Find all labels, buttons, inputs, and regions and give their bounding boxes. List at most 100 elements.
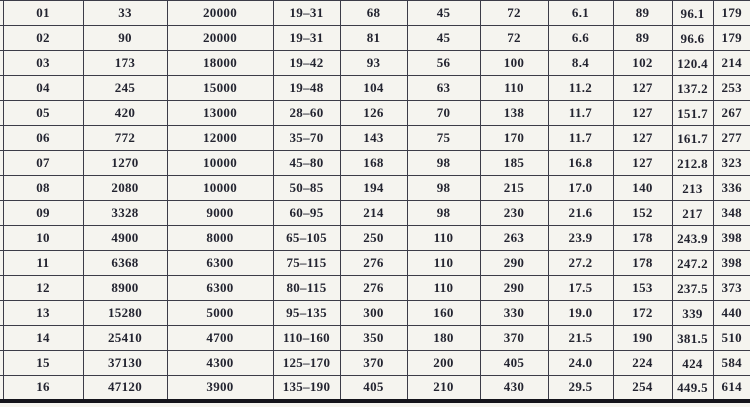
table-cell: 330 bbox=[479, 300, 549, 326]
table-cell: 350 bbox=[339, 325, 408, 351]
table-cell: 381.5 bbox=[671, 325, 714, 351]
table-cell: 510 bbox=[712, 325, 750, 351]
table-cell: 72 bbox=[479, 0, 549, 26]
table-cell: 143 bbox=[339, 125, 408, 151]
table-cell: 168 bbox=[339, 150, 408, 176]
table-cell: 430 bbox=[479, 375, 549, 401]
table-cell: 19–31 bbox=[272, 25, 341, 51]
table-cell: 6300 bbox=[166, 275, 274, 301]
table-cell: 06 bbox=[2, 125, 84, 151]
table-cell: 398 bbox=[712, 225, 750, 251]
table-cell: 217 bbox=[671, 200, 714, 226]
table-cell: 127 bbox=[612, 75, 673, 101]
table-cell: 6.1 bbox=[547, 0, 614, 26]
table-cell: 614 bbox=[712, 375, 750, 401]
table-cell: 08 bbox=[2, 175, 84, 201]
table-cell: 449.5 bbox=[671, 375, 714, 401]
table-cell: 15000 bbox=[166, 75, 274, 101]
table-cell: 194 bbox=[339, 175, 408, 201]
table-cell: 98 bbox=[406, 150, 481, 176]
table-cell: 126 bbox=[339, 100, 408, 126]
table-cell: 63 bbox=[406, 75, 481, 101]
table-cell: 11.7 bbox=[547, 100, 614, 126]
table-cell: 151.7 bbox=[671, 100, 714, 126]
table-cell: 214 bbox=[712, 50, 750, 76]
table-cell: 405 bbox=[339, 375, 408, 401]
table-cell: 212.8 bbox=[671, 150, 714, 176]
table-cell: 65–105 bbox=[272, 225, 341, 251]
table-cell: 11.2 bbox=[547, 75, 614, 101]
table-cell: 19–48 bbox=[272, 75, 341, 101]
table-cell: 104 bbox=[339, 75, 408, 101]
table-cell: 276 bbox=[339, 250, 408, 276]
table-cell: 21.6 bbox=[547, 200, 614, 226]
table-cell: 23.9 bbox=[547, 225, 614, 251]
table-cell: 120.4 bbox=[671, 50, 714, 76]
table-cell: 153 bbox=[612, 275, 673, 301]
table-cell: 27.2 bbox=[547, 250, 614, 276]
table-cell: 339 bbox=[671, 300, 714, 326]
table-cell: 100 bbox=[479, 50, 549, 76]
table-cell: 6.6 bbox=[547, 25, 614, 51]
table-cell: 214 bbox=[339, 200, 408, 226]
table-cell: 07 bbox=[2, 150, 84, 176]
table-cell: 173 bbox=[82, 50, 168, 76]
table-cell: 21.5 bbox=[547, 325, 614, 351]
table-row: 05 420 13000 28–60 126 70 138 11.7 127 151.7 267 bbox=[0, 100, 750, 126]
table-cell: 405 bbox=[479, 350, 549, 376]
table-cell: 16.8 bbox=[547, 150, 614, 176]
table-cell: 215 bbox=[479, 175, 549, 201]
table-cell: 37130 bbox=[82, 350, 168, 376]
table-cell: 237.5 bbox=[671, 275, 714, 301]
table-row: 07 1270 10000 45–80 168 98 185 16.8 127 212.8 323 bbox=[0, 150, 750, 176]
table-cell: 138 bbox=[479, 100, 549, 126]
table-cell: 05 bbox=[2, 100, 84, 126]
table-cell: 8000 bbox=[166, 225, 274, 251]
table-cell: 137.2 bbox=[671, 75, 714, 101]
table-cell: 18000 bbox=[166, 50, 274, 76]
table-cell: 420 bbox=[82, 100, 168, 126]
table-cell: 135–190 bbox=[272, 375, 341, 401]
table-row: 04 245 15000 19–48 104 63 110 11.2 127 137.2 253 bbox=[0, 75, 750, 101]
table-cell: 11.7 bbox=[547, 125, 614, 151]
table-cell: 47120 bbox=[82, 375, 168, 401]
table-cell: 01 bbox=[2, 0, 84, 26]
table-cell: 348 bbox=[712, 200, 750, 226]
table-cell: 224 bbox=[612, 350, 673, 376]
table-cell: 15280 bbox=[82, 300, 168, 326]
table-cell: 5000 bbox=[166, 300, 274, 326]
table-cell: 6300 bbox=[166, 250, 274, 276]
table-cell: 19–31 bbox=[272, 0, 341, 26]
table-cell: 190 bbox=[612, 325, 673, 351]
table-cell: 127 bbox=[612, 125, 673, 151]
table-row: 14 25410 4700 110–160 350 180 370 21.5 190 381.5 5… bbox=[0, 325, 750, 351]
table-cell: 50–85 bbox=[272, 175, 341, 201]
table-cell: 424 bbox=[671, 350, 714, 376]
table-cell: 140 bbox=[612, 175, 673, 201]
table-cell: 110–160 bbox=[272, 325, 341, 351]
table-cell: 28–60 bbox=[272, 100, 341, 126]
table-cell: 2080 bbox=[82, 175, 168, 201]
table-cell: 93 bbox=[339, 50, 408, 76]
table-cell: 17.0 bbox=[547, 175, 614, 201]
table-cell: 12000 bbox=[166, 125, 274, 151]
table-row: 03 173 18000 19–42 93 56 100 8.4 102 120.4 214 bbox=[0, 50, 750, 76]
table-cell: 10000 bbox=[166, 175, 274, 201]
table-row: 01 33 20000 19–31 68 45 72 6.1 89 96.1 179 bbox=[0, 0, 750, 26]
table-cell: 03 bbox=[2, 50, 84, 76]
table-cell: 25410 bbox=[82, 325, 168, 351]
table-cell: 56 bbox=[406, 50, 481, 76]
table-cell: 10000 bbox=[166, 150, 274, 176]
table-cell: 45 bbox=[406, 25, 481, 51]
table-cell: 4900 bbox=[82, 225, 168, 251]
table-row: 13 15280 5000 95–135 300 160 330 19.0 172 339 440 bbox=[0, 300, 750, 326]
table-row: 09 3328 9000 60–95 214 98 230 21.6 152 217 348 bbox=[0, 200, 750, 226]
table-cell: 179 bbox=[712, 0, 750, 26]
table-cell: 152 bbox=[612, 200, 673, 226]
table-cell: 213 bbox=[671, 175, 714, 201]
table-cell: 247.2 bbox=[671, 250, 714, 276]
table-cell: 370 bbox=[479, 325, 549, 351]
table-cell: 72 bbox=[479, 25, 549, 51]
table-cell: 98 bbox=[406, 175, 481, 201]
